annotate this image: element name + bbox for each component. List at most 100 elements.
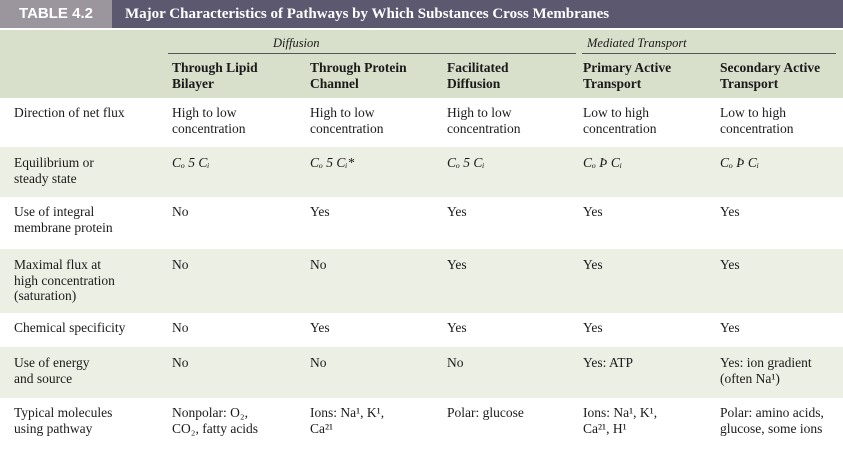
table-cell-line: concentration [310, 120, 384, 136]
table-cell-line: Yes [720, 257, 740, 272]
table-cell-line: Yes [583, 204, 603, 219]
table-cell: Yes [583, 204, 603, 220]
row-label: Direction of net flux [14, 105, 125, 121]
header-band [0, 30, 843, 98]
table-cell-line: Yes [720, 204, 740, 219]
table-cell: Yes: ion gradient (often Na¹) [720, 355, 812, 386]
row-label-line: Use of energy [14, 355, 90, 370]
table-cell-line: Ca²¹, H¹ [583, 420, 627, 436]
column-header-line: Primary Active [583, 60, 672, 75]
column-header-line: Bilayer [172, 75, 214, 91]
table-cell-line: Cₒ 5 Cᵢ* [310, 155, 355, 170]
table-cell-line: concentration [172, 120, 246, 136]
table-cell-line: High to low [310, 105, 375, 120]
row-label-line: steady state [14, 170, 77, 186]
row-label-line: Maximal flux at [14, 257, 101, 272]
column-header: Through Protein Channel [310, 60, 407, 91]
table-cell-line: Low to high [720, 105, 786, 120]
table-cell: Yes [447, 257, 467, 273]
table-cell-line: No [310, 355, 327, 370]
table-cell-line: Yes [447, 257, 467, 272]
table-cell-line: Yes [583, 257, 603, 272]
title-bar: TABLE 4.2 Major Characteristics of Pathw… [0, 0, 843, 28]
group-label-diffusion: Diffusion [273, 36, 320, 50]
group-label-mediated: Mediated Transport [587, 36, 687, 50]
table-cell: Yes [720, 204, 740, 220]
table-cell: High to low concentration [310, 105, 383, 136]
row-label-line: Chemical specificity [14, 320, 126, 335]
table-cell-line: Yes: ion gradient [720, 355, 812, 370]
table-cell-line: glucose, some ions [720, 420, 823, 436]
table-cell-line: Ions: Na¹, K¹, [583, 405, 658, 420]
column-header-line: Diffusion [447, 75, 501, 91]
row-label-line: Equilibrium or [14, 155, 94, 170]
row-label-line: and source [14, 370, 73, 386]
column-header-line: Transport [720, 75, 779, 91]
column-header-line: Facilitated [447, 60, 509, 75]
row-shading [0, 249, 843, 313]
table-cell: Yes [720, 257, 740, 273]
table-cell-line: CO₂, fatty acids [172, 420, 259, 436]
table-cell: Cₒ 5 Cᵢ [172, 155, 210, 171]
table-cell-line: Yes [447, 320, 467, 335]
table-cell: Cₒ 5 Cᵢ [447, 155, 485, 171]
table-cell-line: Yes: ATP [583, 355, 634, 370]
table-cell: Polar: amino acids, glucose, some ions [720, 405, 824, 436]
table-cell: Low to high concentration [720, 105, 793, 136]
table-cell-line: Cₒ 5 Cᵢ [172, 155, 210, 170]
table-cell: Yes [583, 320, 603, 336]
column-header: Through Lipid Bilayer [172, 60, 258, 91]
table-cell: Yes [447, 320, 467, 336]
row-label-line: Typical molecules [14, 405, 113, 420]
table-cell: Cₒ Þ Cᵢ [583, 155, 622, 171]
table-cell: High to low concentration [447, 105, 520, 136]
table-cell: High to low concentration [172, 105, 245, 136]
table-number: TABLE 4.2 [0, 0, 112, 28]
column-header-line: Through Lipid [172, 60, 258, 75]
table-cell-line: Ca²¹ [310, 420, 334, 436]
table-cell: No [447, 355, 464, 371]
table-cell-line: concentration [720, 120, 794, 136]
table-cell: No [172, 204, 189, 220]
table-cell-line: No [310, 257, 327, 272]
group-rule-diffusion [168, 53, 576, 54]
table-cell-line: Yes [310, 204, 330, 219]
table-cell: Low to high concentration [583, 105, 656, 136]
table-cell: Yes [310, 204, 330, 220]
table-cell: Polar: glucose [447, 405, 524, 421]
table-cell-line: Cₒ Þ Cᵢ [720, 155, 759, 170]
row-shading [0, 347, 843, 398]
table-cell-line: Ions: Na¹, K¹, [310, 405, 385, 420]
table-cell-line: concentration [583, 120, 657, 136]
table-cell-line: Cₒ 5 Cᵢ [447, 155, 485, 170]
table-cell: Yes [447, 204, 467, 220]
row-label-line: Direction of net flux [14, 105, 125, 120]
column-header: Secondary Active Transport [720, 60, 820, 91]
table-cell-line: High to low [172, 105, 237, 120]
table-cell-line: No [172, 355, 189, 370]
column-header: Primary Active Transport [583, 60, 671, 91]
table-cell: Yes [583, 257, 603, 273]
table-cell-line: concentration [447, 120, 521, 136]
table-cell-line: Yes [720, 320, 740, 335]
table-cell: No [172, 257, 189, 273]
table-cell: Ions: Na¹, K¹, Ca²¹ [310, 405, 384, 436]
table-cell-line: Yes [447, 204, 467, 219]
row-label-line: high concentration [14, 272, 115, 288]
row-label: Use of integral membrane protein [14, 204, 113, 235]
column-header-line: Channel [310, 75, 359, 91]
column-header-line: Transport [583, 75, 642, 91]
table-cell: No [310, 355, 327, 371]
table-cell-line: Nonpolar: O₂, [172, 405, 248, 420]
table-cell: Nonpolar: O₂, CO₂, fatty acids [172, 405, 258, 436]
table-cell: Ions: Na¹, K¹, Ca²¹, H¹ [583, 405, 657, 436]
table-cell-line: No [447, 355, 464, 370]
row-label: Maximal flux at high concentration (satura… [14, 257, 115, 304]
table-cell-line: No [172, 320, 189, 335]
table-cell: Yes [310, 320, 330, 336]
row-shading [0, 147, 843, 197]
row-label-line: (saturation) [14, 288, 77, 303]
table-cell-line: No [172, 204, 189, 219]
table-cell: No [172, 355, 189, 371]
